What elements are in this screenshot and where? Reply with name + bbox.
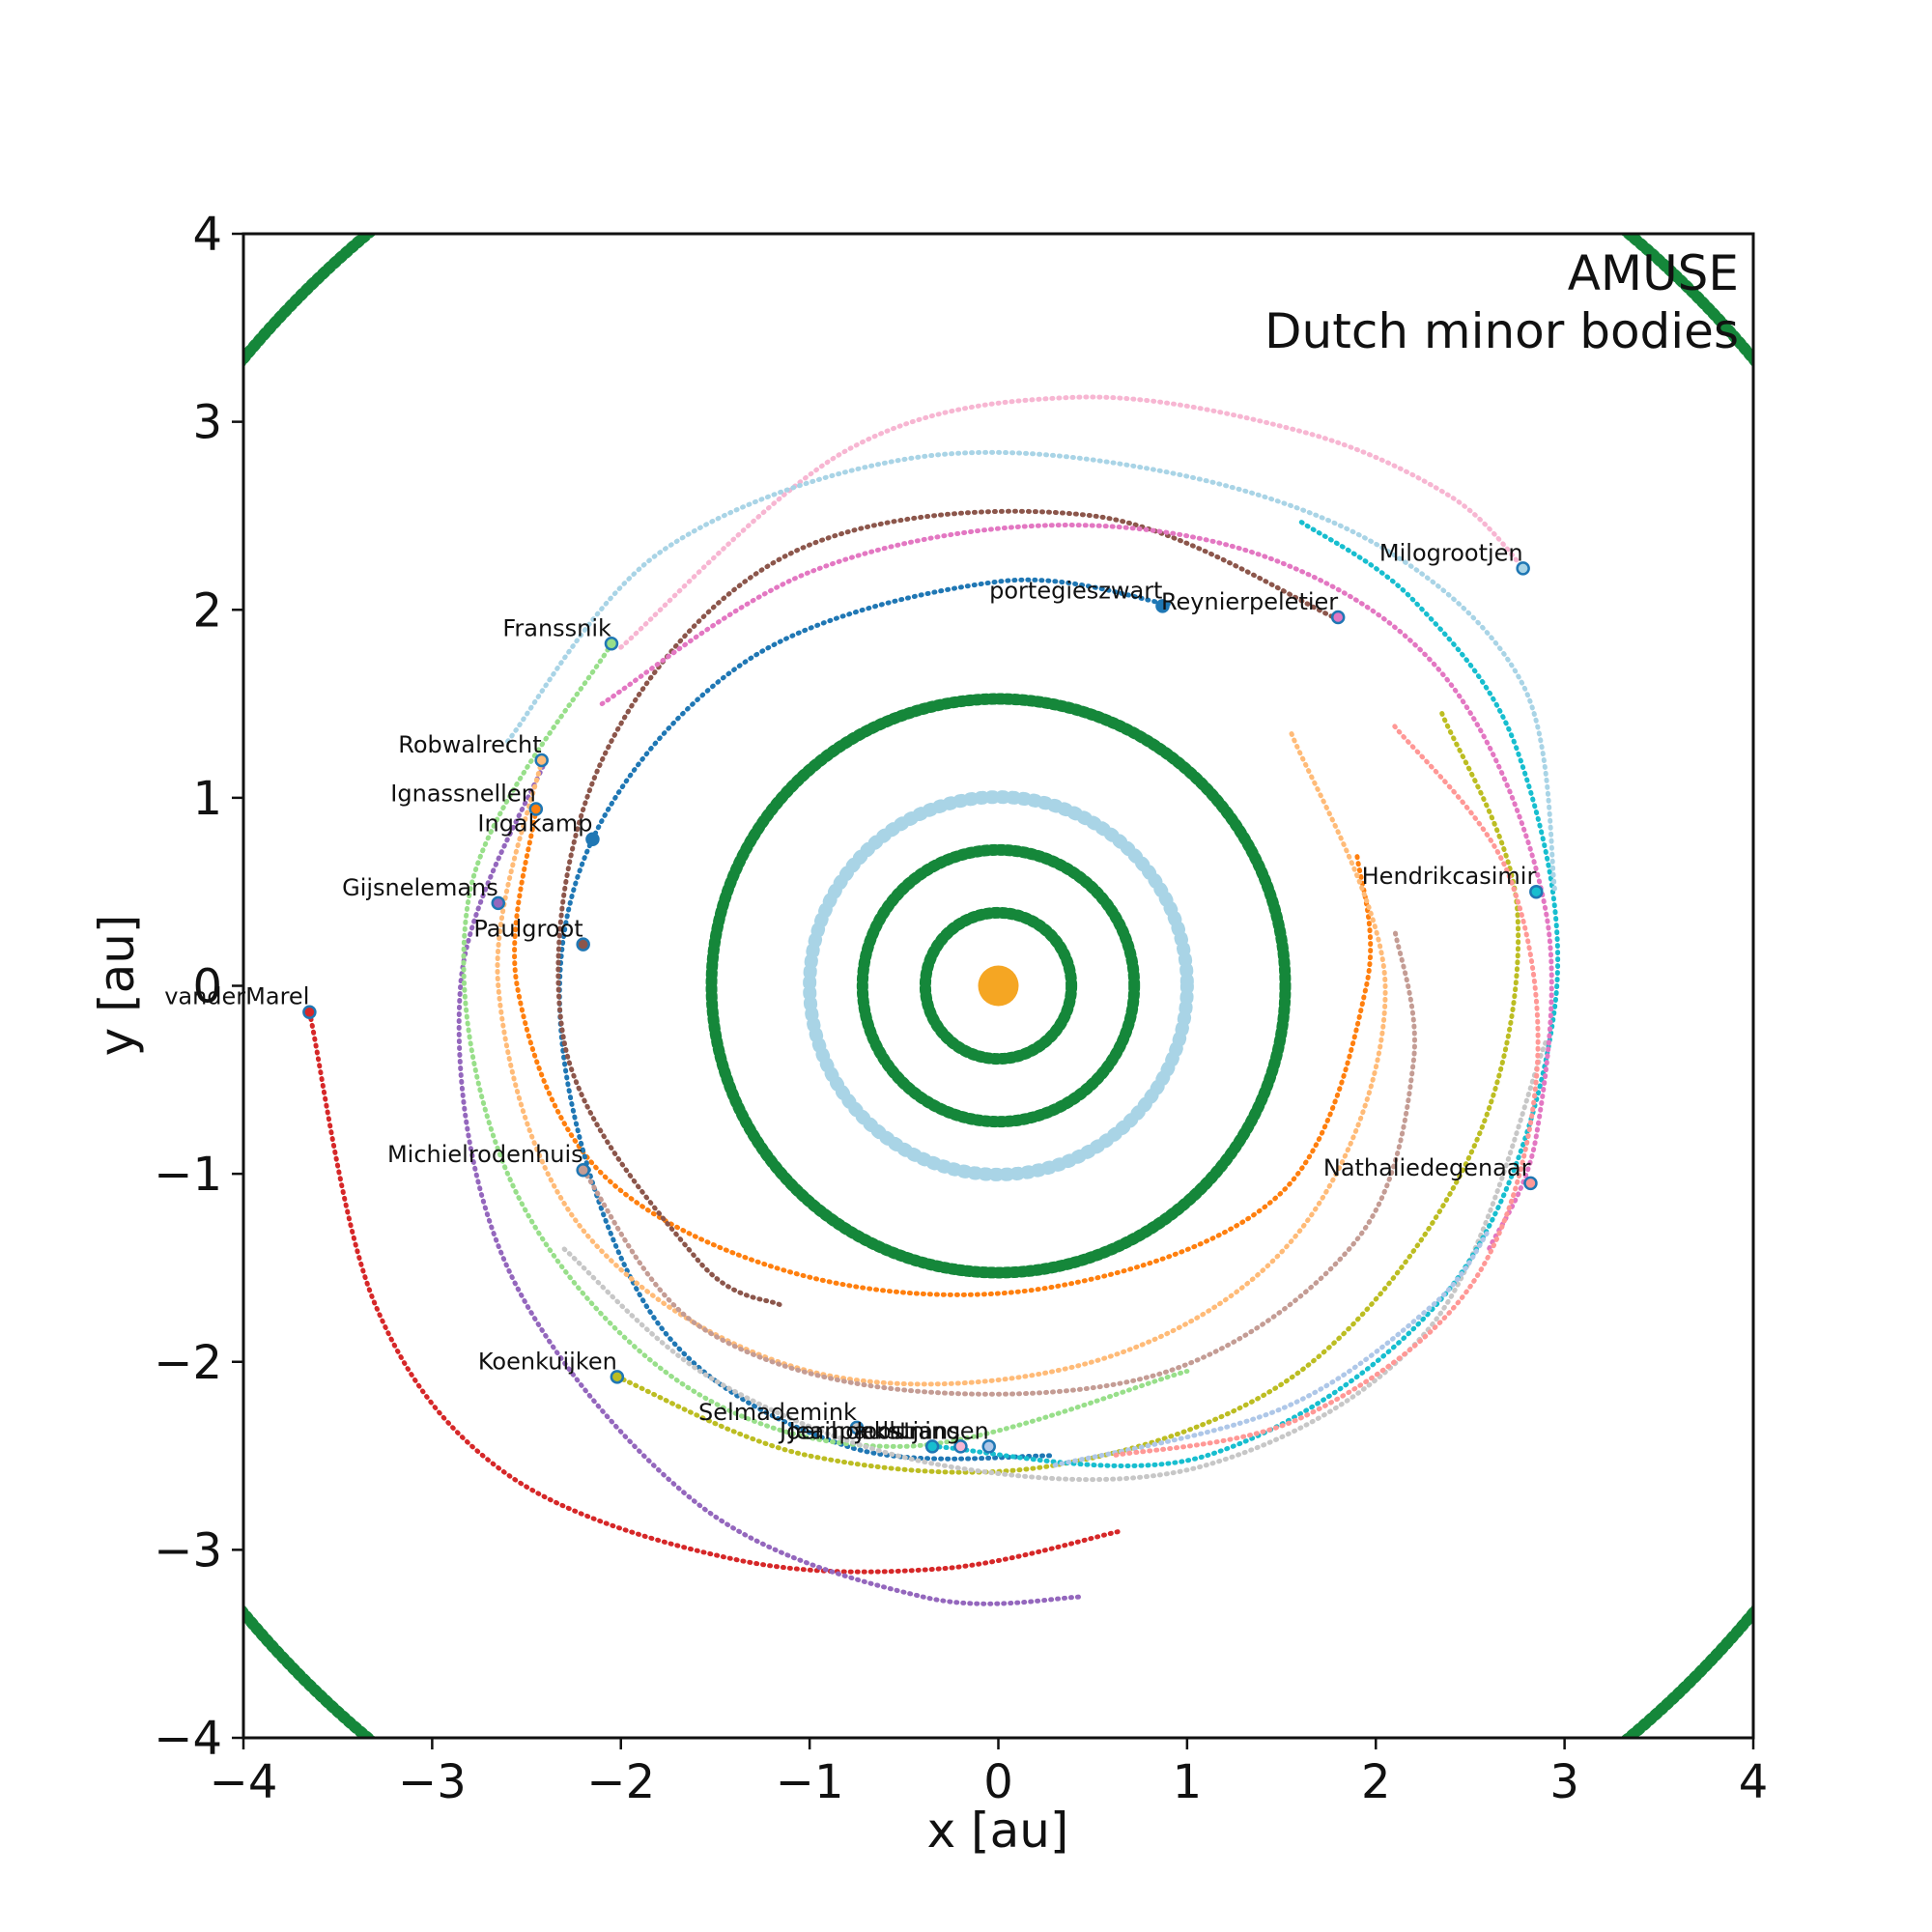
body-label: Joerihoekstra: [778, 1417, 932, 1444]
body-trail: [599, 523, 1554, 1252]
x-tick-label: −4: [210, 1755, 278, 1809]
body-label: Koenkuijken: [478, 1348, 617, 1375]
x-tick-label: 1: [1173, 1755, 1203, 1809]
x-axis-label: x [au]: [927, 1803, 1069, 1859]
body-marker: [953, 1439, 968, 1454]
body-trail: [495, 729, 1388, 1387]
body-label: vanderMarel: [164, 983, 309, 1010]
y-tick-label: −2: [154, 1336, 222, 1390]
body-marker: [610, 1370, 625, 1384]
body-marker: [604, 637, 619, 651]
body-marker: [1330, 610, 1346, 625]
planet-orbit: [705, 693, 1292, 1279]
body-marker: [1155, 599, 1170, 613]
body-marker: [534, 753, 549, 768]
y-tick-label: 4: [192, 208, 222, 262]
body-label: Joostjansen: [854, 1417, 988, 1444]
body-label: Ingakamp: [477, 810, 592, 838]
y-tick-label: −4: [154, 1712, 222, 1766]
x-tick-label: 0: [983, 1755, 1013, 1809]
body-label: Ignassnellen: [390, 781, 536, 808]
body-trail: [929, 519, 1561, 1468]
body-label: Selmademink: [698, 1399, 857, 1426]
body-label: Jeanpaulluning: [787, 1417, 961, 1444]
body-label: Reynierpeletier: [1161, 588, 1338, 615]
planet-orbit: [919, 906, 1078, 1065]
y-tick-label: −3: [154, 1523, 222, 1577]
body-trail: [618, 394, 1530, 650]
body-marker: [491, 895, 506, 911]
x-tick-label: 2: [1361, 1755, 1391, 1809]
y-tick-label: 0: [192, 960, 222, 1014]
body-trail: [512, 807, 1374, 1297]
y-tick-label: −1: [154, 1148, 222, 1202]
sun-marker: [978, 965, 1019, 1007]
y-axis-label: y [au]: [89, 915, 145, 1057]
body-label: Paulgroot: [473, 916, 582, 943]
body-marker: [849, 1420, 865, 1435]
body-marker: [528, 802, 544, 816]
body-trail: [614, 710, 1521, 1475]
body-label: Hendrikcasimir: [1362, 863, 1537, 890]
body-label: Milogrootjen: [1379, 539, 1523, 566]
body-label: portegieszwart: [989, 577, 1162, 604]
body-label: Michielrodenhuis: [387, 1141, 583, 1168]
annotation-subtitle: Dutch minor bodies: [1264, 303, 1739, 359]
body-trail: [556, 577, 1171, 1462]
body-trail: [306, 1009, 1123, 1575]
plot-area: [243, 234, 1753, 1738]
body-label: Gijsnelemans: [342, 874, 498, 901]
body-label: Franssnik: [502, 614, 611, 641]
body-label: Nathaliedegenaar: [1323, 1154, 1531, 1181]
body-labels: vanderMarel Gijsnelemans IgnassnellenIngak…: [164, 539, 1536, 1444]
body-marker: [1529, 884, 1544, 899]
body-trail: [505, 449, 1558, 895]
x-tick-label: −1: [776, 1755, 844, 1809]
body-trail: [581, 926, 1417, 1397]
body-marker: [302, 1005, 317, 1019]
y-tick-label: 1: [192, 772, 222, 826]
x-tick-label: −3: [398, 1755, 467, 1809]
body-marker: [1523, 1176, 1538, 1191]
body-trail: [1109, 724, 1541, 1459]
body-trail: [1052, 1228, 1492, 1468]
x-tick-label: −2: [586, 1755, 655, 1809]
body-marker: [576, 937, 590, 952]
planet-orbit: [803, 790, 1194, 1181]
y-tick-label: 3: [192, 396, 222, 450]
body-trail: [461, 640, 1190, 1449]
x-tick-label: 3: [1549, 1755, 1579, 1809]
body-marker: [924, 1439, 940, 1454]
annotation-amuse: AMUSE: [1568, 245, 1739, 301]
body-marker: [585, 832, 600, 846]
y-tick-label: 2: [192, 583, 222, 638]
ticks: −4−4 −3 −3 −2 −2 −1 −1 0 0 1 1 2 2 3 3 4 4: [154, 208, 1768, 1809]
body-trail: [555, 508, 1341, 1308]
body-marker: [1516, 561, 1530, 576]
body-label: Robwalrecht: [398, 731, 541, 758]
x-tick-label: 4: [1739, 1755, 1769, 1809]
body-marker: [576, 1162, 590, 1178]
body-marker: [981, 1439, 996, 1454]
planet-orbit: [856, 843, 1141, 1128]
